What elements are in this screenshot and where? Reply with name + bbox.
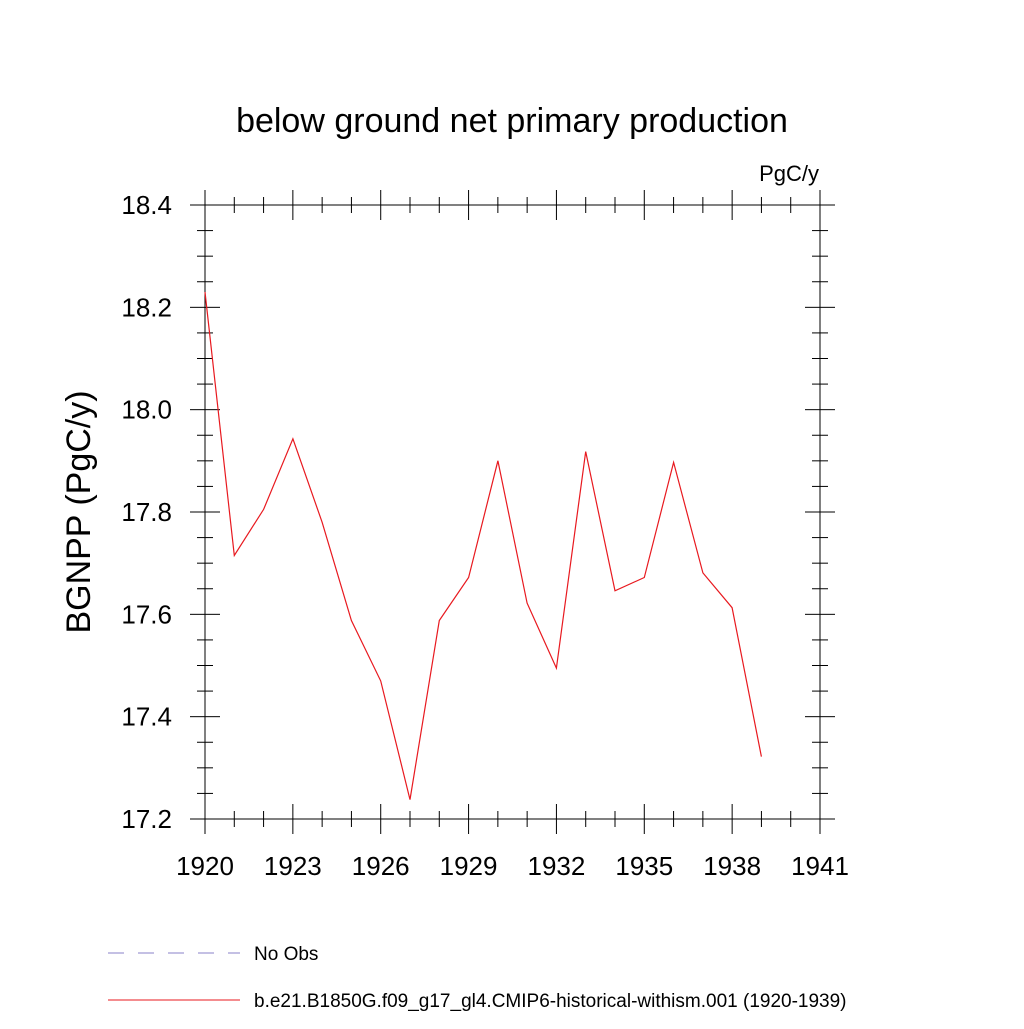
y-tick-label: 18.4 [121,190,172,220]
axes: 1920 1923 1926 1929 1932 1935 1938 1941 17.2 17.4… [121,190,849,881]
x-tick-label: 1923 [264,851,322,881]
units-label: PgC/y [759,161,819,186]
x-tick-label: 1926 [352,851,410,881]
x-tick-label: 1929 [440,851,498,881]
chart-title: below ground net primary production [236,102,788,140]
legend-label: No Obs [254,944,318,965]
y-tick-label: 17.8 [121,497,172,527]
x-tick-label: 1935 [615,851,673,881]
x-tick-label: 1938 [703,851,761,881]
y-tick-label: 17.6 [121,599,172,629]
legend-label: b.e21.B1850G.f09_g17_gl4.CMIP6-historica… [254,991,847,1012]
y-axis-label: BGNPP (PgC/y) [60,390,98,633]
x-tick-label: 1941 [791,851,849,881]
series-line [204,291,762,800]
y-tick-label: 17.2 [121,804,172,834]
legend: No Obs b.e21.B1850G.f09_g17_gl4.CMIP6-his… [108,944,847,1012]
x-tick-label: 1920 [176,851,234,881]
y-tick-label: 18.0 [121,395,172,425]
x-tick-label: 1932 [528,851,586,881]
y-tick-label: 17.4 [121,702,172,732]
y-tick-label: 18.2 [121,292,172,322]
series-lines [204,291,762,800]
plot-frame [204,204,821,820]
